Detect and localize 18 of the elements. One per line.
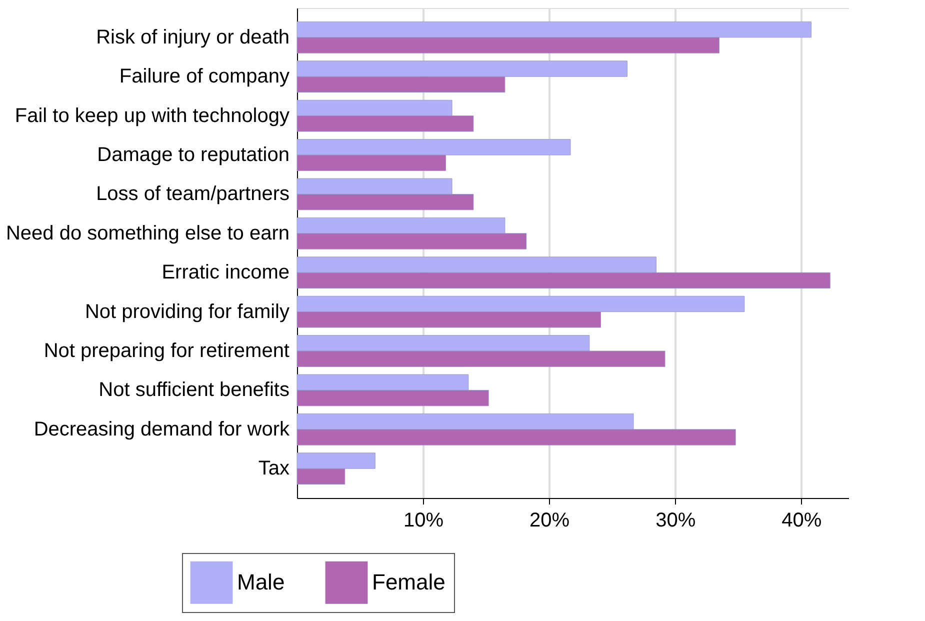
x-tick-label: 40% <box>782 510 822 532</box>
y-tick-label: Loss of team/partners <box>96 183 290 206</box>
y-tick-label: Failure of company <box>119 66 290 88</box>
x-tick-label: 20% <box>530 510 570 532</box>
y-tick-label: Not providing for family <box>84 300 290 323</box>
y-tick-label: Not preparing for retirement <box>44 340 290 362</box>
legend-label: Male <box>237 570 285 595</box>
y-tick-label: Risk of injury or death <box>96 26 290 48</box>
legend-label: Female <box>372 570 446 595</box>
y-tick-label: Decreasing demand for work <box>34 418 290 440</box>
y-tick-label: Fail to keep up with technology <box>14 104 290 127</box>
x-tick-label: 30% <box>656 510 696 532</box>
y-tick-label: Erratic income <box>162 262 290 284</box>
y-tick-label: Need do something else to earn <box>6 222 290 244</box>
y-tick-label: Tax <box>258 458 290 480</box>
y-tick-label: Damage to reputation <box>97 144 290 166</box>
y-tick-label: Not sufficient benefits <box>98 379 290 402</box>
x-tick-label: 10% <box>404 510 444 532</box>
